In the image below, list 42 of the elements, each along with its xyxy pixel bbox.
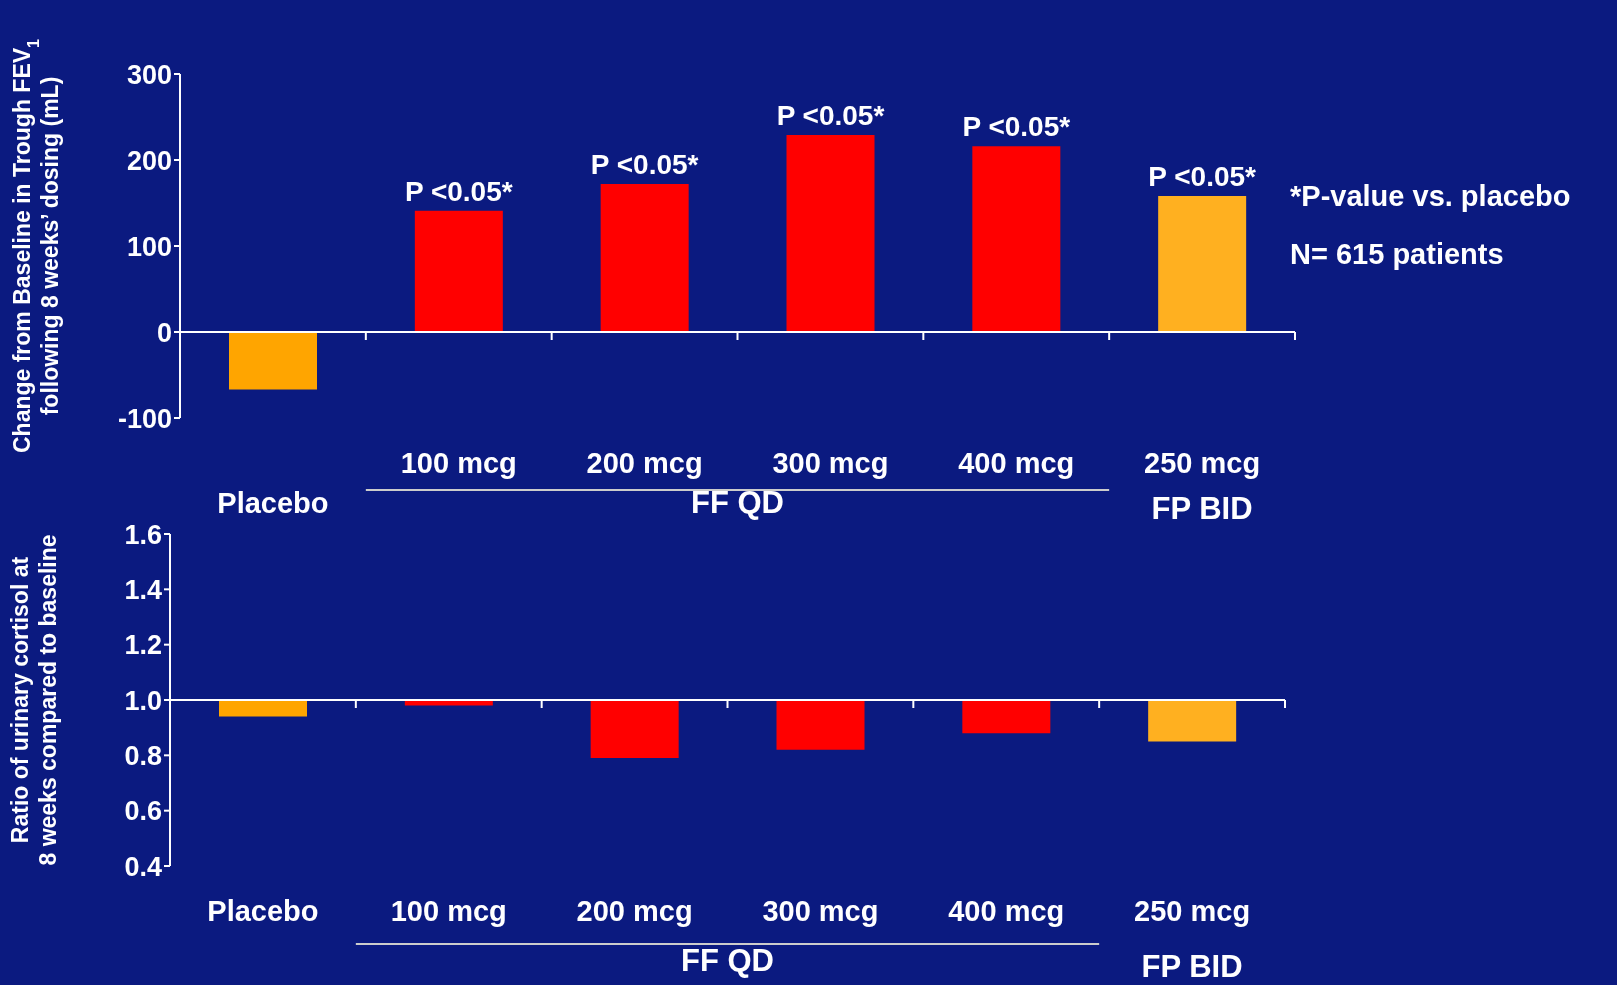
y-tick-label: 1.2: [124, 630, 162, 661]
y-tick-label: 300: [126, 59, 172, 90]
text: FF QD: [681, 943, 774, 978]
bar: [414, 210, 503, 332]
x-tick-label: 200 mcg: [576, 895, 693, 927]
data-label: P <0.05*: [776, 100, 885, 132]
x-tick-label: 250 mcg: [1134, 895, 1251, 927]
text: FF QD: [691, 485, 784, 520]
x-tick-label: 400 mcg: [948, 895, 1065, 927]
x-tick-label: 100 mcg: [400, 447, 517, 479]
data-label: P <0.05*: [404, 175, 513, 207]
y-axis-title: Ratio of urinary cortisol at 8 weeks compared to baseline: [7, 534, 61, 866]
x-tick-label: 300 mcg: [762, 895, 879, 927]
data-label: P <0.05*: [962, 111, 1071, 143]
x-tick-label: 250 mcg: [1144, 447, 1261, 479]
y-tick-label: 0.6: [124, 796, 162, 827]
x-tick-label: 400 mcg: [958, 447, 1075, 479]
x-tick-label: 300 mcg: [772, 447, 889, 479]
x-tick-label: 200 mcg: [586, 447, 703, 479]
bar: [1158, 196, 1247, 332]
annotation: N= 615 patients: [1290, 238, 1504, 271]
bar: [600, 184, 689, 332]
y-tick-label: 1.6: [124, 519, 162, 550]
y-tick-label: 0.4: [124, 851, 162, 882]
y-tick-label: 0: [156, 317, 172, 348]
data-label: P <0.05*: [1148, 161, 1257, 193]
y-tick-label: 1.4: [124, 574, 162, 605]
bar: [786, 135, 875, 332]
x-tick-label: Placebo: [207, 895, 319, 927]
data-label: P <0.05*: [590, 149, 699, 181]
annotation: *P-value vs. placebo: [1290, 180, 1571, 213]
bar: [972, 146, 1061, 332]
y-tick-label: 1.0: [124, 685, 162, 716]
y-tick-label: 100: [126, 231, 172, 262]
y-tick-label: -100: [117, 403, 172, 434]
x-tick-label: Placebo: [217, 487, 329, 519]
bar: [229, 332, 317, 390]
y-tick-label: 200: [126, 145, 172, 176]
text: FP BID: [1141, 949, 1243, 984]
text: FP BID: [1151, 491, 1253, 526]
y-tick-label: 0.8: [124, 740, 162, 771]
x-tick-label: 100 mcg: [390, 895, 507, 927]
